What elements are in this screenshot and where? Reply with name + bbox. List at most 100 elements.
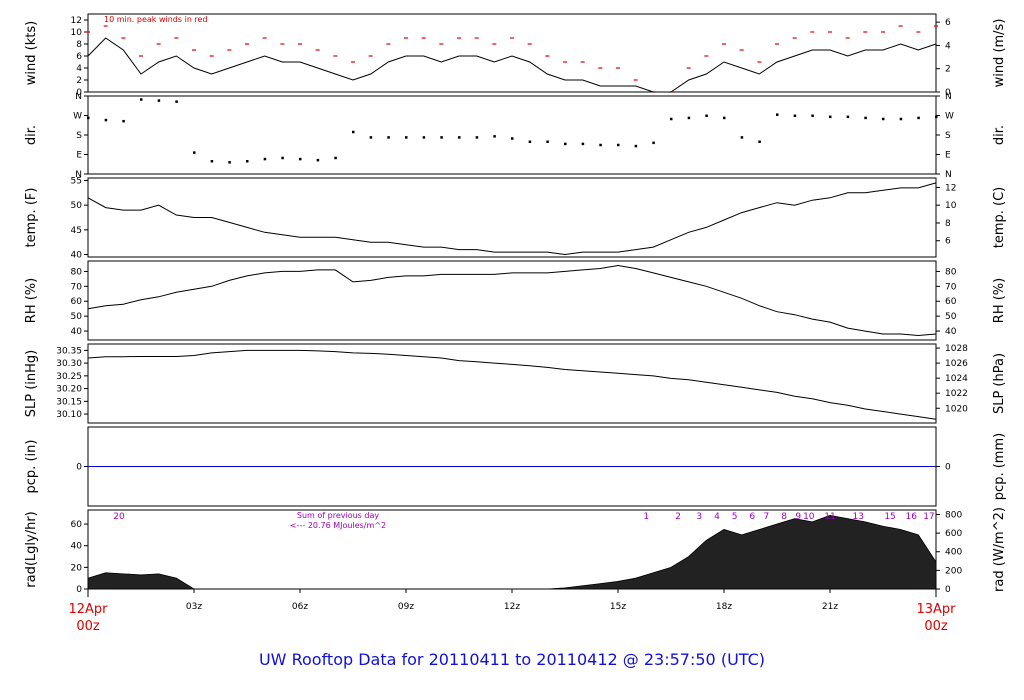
data-point — [440, 136, 443, 139]
right-tick-label: 600 — [945, 529, 962, 539]
panel-frame — [87, 13, 937, 93]
left-tick-label: 80 — [71, 267, 83, 277]
right-tick-label: 200 — [945, 566, 962, 576]
data-point — [334, 156, 337, 160]
data-point — [458, 136, 461, 139]
panel-frame — [87, 343, 937, 424]
right-axis-label: pcp. (mm) — [992, 433, 1007, 500]
data-point — [740, 136, 744, 139]
right-tick-label: 0 — [945, 463, 951, 473]
panel-rh: 40 50 60 70 80 40 50 60 70 80 RH (%) RH (%) — [24, 260, 1007, 341]
left-tick-label: 6 — [76, 52, 82, 62]
right-tick-label: 1026 — [945, 359, 968, 369]
data-point — [281, 156, 284, 160]
data-point — [193, 151, 196, 154]
rad-hour-label: 15 — [884, 512, 895, 522]
right-tick-label: 6 — [945, 18, 951, 28]
left-tick-label: 10 — [71, 28, 83, 38]
left-tick-label: 50 — [71, 312, 83, 322]
left-tick-label: 2 — [76, 76, 82, 86]
data-point — [793, 114, 797, 117]
rad-hour-label: 13 — [853, 512, 864, 522]
data-point — [864, 116, 867, 120]
left-tick-label: 40 — [71, 327, 83, 337]
rad-hour-label: 7 — [764, 512, 770, 522]
data-point — [581, 142, 585, 146]
series-line — [87, 37, 937, 93]
data-point — [670, 117, 673, 121]
left-tick-label: 30.15 — [56, 397, 82, 407]
left-tick-label: N — [75, 170, 82, 180]
right-tick-label: 50 — [945, 312, 957, 322]
left-tick-label: 0 — [76, 88, 82, 98]
left-tick-label: 4 — [76, 64, 82, 74]
data-point — [882, 117, 885, 121]
left-tick-label: 12 — [71, 16, 82, 26]
rad-hour-label: 9 — [795, 512, 801, 522]
data-point — [811, 114, 814, 117]
data-point — [175, 100, 178, 103]
data-point — [546, 140, 549, 143]
left-axis-label: RH (%) — [24, 278, 39, 323]
rad-hour-label: 5 — [732, 512, 738, 522]
time-tick-label: 06z — [292, 602, 308, 612]
left-tick-label: 8 — [76, 40, 82, 50]
data-point — [422, 136, 426, 139]
left-tick-label: 0 — [76, 463, 82, 473]
rad-hour-label: 4 — [714, 512, 720, 522]
time-tick-label: 21z — [822, 602, 838, 612]
time-end-hour: 00z — [924, 619, 948, 634]
panel-slp: 30.10 30.15 30.20 30.25 30.30 30.35 1020 1022 10… — [24, 343, 1007, 424]
radiation-area — [87, 514, 937, 590]
panel-frame — [87, 95, 937, 175]
time-end-date: 13Apr — [916, 602, 956, 617]
rad-hour-label: 6 — [749, 512, 755, 522]
data-point — [776, 113, 779, 116]
data-point — [140, 98, 143, 101]
data-point — [405, 136, 408, 139]
data-point — [899, 117, 903, 121]
right-tick-label: 400 — [945, 548, 962, 558]
rad-hour-label: 10 — [803, 512, 815, 522]
right-tick-label: E — [945, 151, 951, 161]
left-tick-label: 50 — [71, 201, 83, 211]
data-point — [935, 115, 938, 119]
right-tick-label: 8 — [945, 219, 951, 229]
right-axis-label: RH (%) — [992, 278, 1007, 323]
panel-wind: 0 2 4 6 8 10 12 0 2 4 6 wind (kts) wind (m/s) 10 min.… — [24, 13, 1007, 98]
time-start-date: 12Apr — [68, 602, 108, 617]
rad-hour-label: 3 — [696, 512, 702, 522]
panel-pcp: 0 0 pcp. (in) pcp. (mm) — [24, 426, 1007, 507]
data-point — [369, 136, 373, 139]
time-tick-label: 18z — [716, 602, 732, 612]
rad-hour-label: 2 — [675, 512, 681, 522]
right-axis-label: temp. (C) — [992, 187, 1007, 249]
time-tick-label: 09z — [398, 602, 414, 612]
right-tick-label: 12 — [945, 183, 956, 193]
right-axis-label: wind (m/s) — [992, 19, 1007, 88]
data-point — [475, 136, 479, 139]
data-point — [687, 116, 691, 120]
left-tick-label: 60 — [71, 520, 83, 530]
data-point — [511, 137, 514, 140]
chart-footer-title: UW Rooftop Data for 20110411 to 20110412… — [258, 650, 766, 669]
rad-sum-value: <--- 20.76 MJoules/m^2 — [290, 521, 386, 530]
left-tick-label: 45 — [71, 226, 82, 236]
data-point — [210, 160, 214, 163]
right-tick-label: 4 — [945, 41, 951, 51]
data-point — [829, 115, 832, 119]
time-axis: 03z 06z 09z 12z 15z 18z 21z 12Apr 00z 13Apr 00z — [68, 589, 956, 634]
left-tick-label: 0 — [76, 585, 82, 595]
right-tick-label: 70 — [945, 282, 957, 292]
rad-hour-label: 1 — [643, 512, 649, 522]
right-tick-label: 0 — [945, 585, 951, 595]
series-line — [87, 264, 937, 337]
left-axis-label: dir. — [24, 125, 39, 145]
right-tick-label: 0 — [945, 88, 951, 98]
data-point — [104, 118, 108, 122]
series-line — [87, 349, 937, 420]
panel-frame — [87, 260, 937, 341]
rad-hour-label: 17 — [923, 512, 934, 522]
